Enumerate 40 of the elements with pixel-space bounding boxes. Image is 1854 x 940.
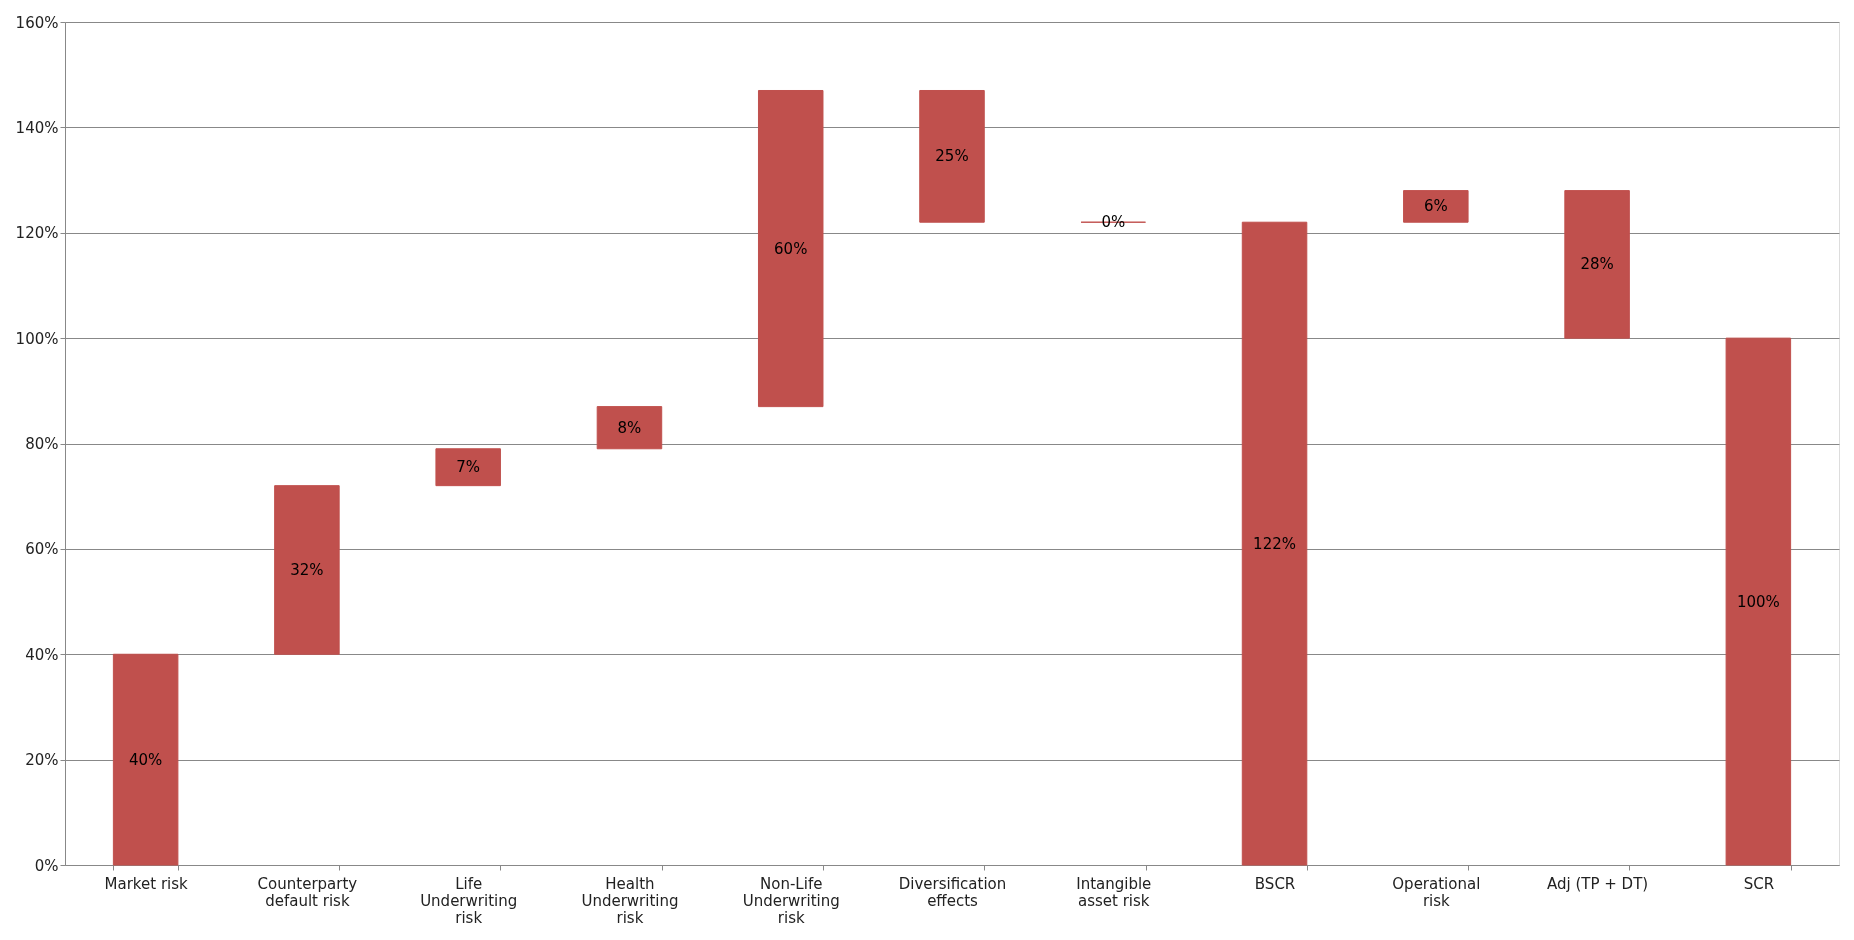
x-tick-label: Counterparty default risk: [257, 874, 358, 910]
y-tick-label: 100%: [15, 329, 59, 348]
bar: [435, 448, 501, 487]
y-tick-label: 120%: [15, 224, 59, 243]
data-label: 32%: [290, 560, 324, 579]
x-tick-label: SCR: [1743, 874, 1775, 893]
y-tick-label: 0%: [34, 856, 59, 875]
bar: [596, 406, 663, 450]
bar: [1725, 337, 1792, 866]
bar: [274, 485, 340, 655]
x-tick-label: BSCR: [1254, 874, 1296, 893]
data-label: 28%: [1580, 255, 1614, 274]
data-label: 60%: [774, 239, 808, 258]
bar: [757, 89, 824, 408]
data-label: 25%: [935, 147, 969, 166]
y-tick-label: 80%: [25, 435, 59, 453]
x-tick-label: Adj (TP + DT): [1547, 874, 1649, 893]
x-tick-label: Operational risk: [1392, 874, 1481, 910]
data-label: 100%: [1736, 592, 1780, 611]
y-tick-label: 20%: [25, 751, 59, 770]
y-tick-label: 60%: [25, 540, 59, 559]
bar: [919, 89, 985, 223]
y-tick-label: 40%: [25, 645, 59, 664]
data-label: 122%: [1253, 534, 1296, 553]
x-tick-label: Life Underwriting risk: [420, 874, 518, 927]
data-label: 6%: [1423, 197, 1448, 216]
data-label: 40%: [128, 750, 163, 769]
data-label: 7%: [456, 458, 481, 477]
bar: [1241, 221, 1308, 866]
x-tick-label: Health Underwriting risk: [581, 874, 679, 927]
x-tick-label: Intangible asset risk: [1076, 874, 1152, 910]
x-tick-label: Non-Life Underwriting risk: [742, 874, 840, 927]
y-tick-label: 140%: [15, 118, 59, 137]
bar: [1564, 190, 1630, 339]
data-label: 8%: [617, 418, 642, 437]
bar: [1403, 190, 1469, 223]
x-tick-label: Market risk: [104, 874, 189, 893]
bar: [112, 653, 179, 866]
y-tick-label: 160%: [15, 13, 59, 32]
x-tick-label: Diversification effects: [898, 874, 1007, 910]
